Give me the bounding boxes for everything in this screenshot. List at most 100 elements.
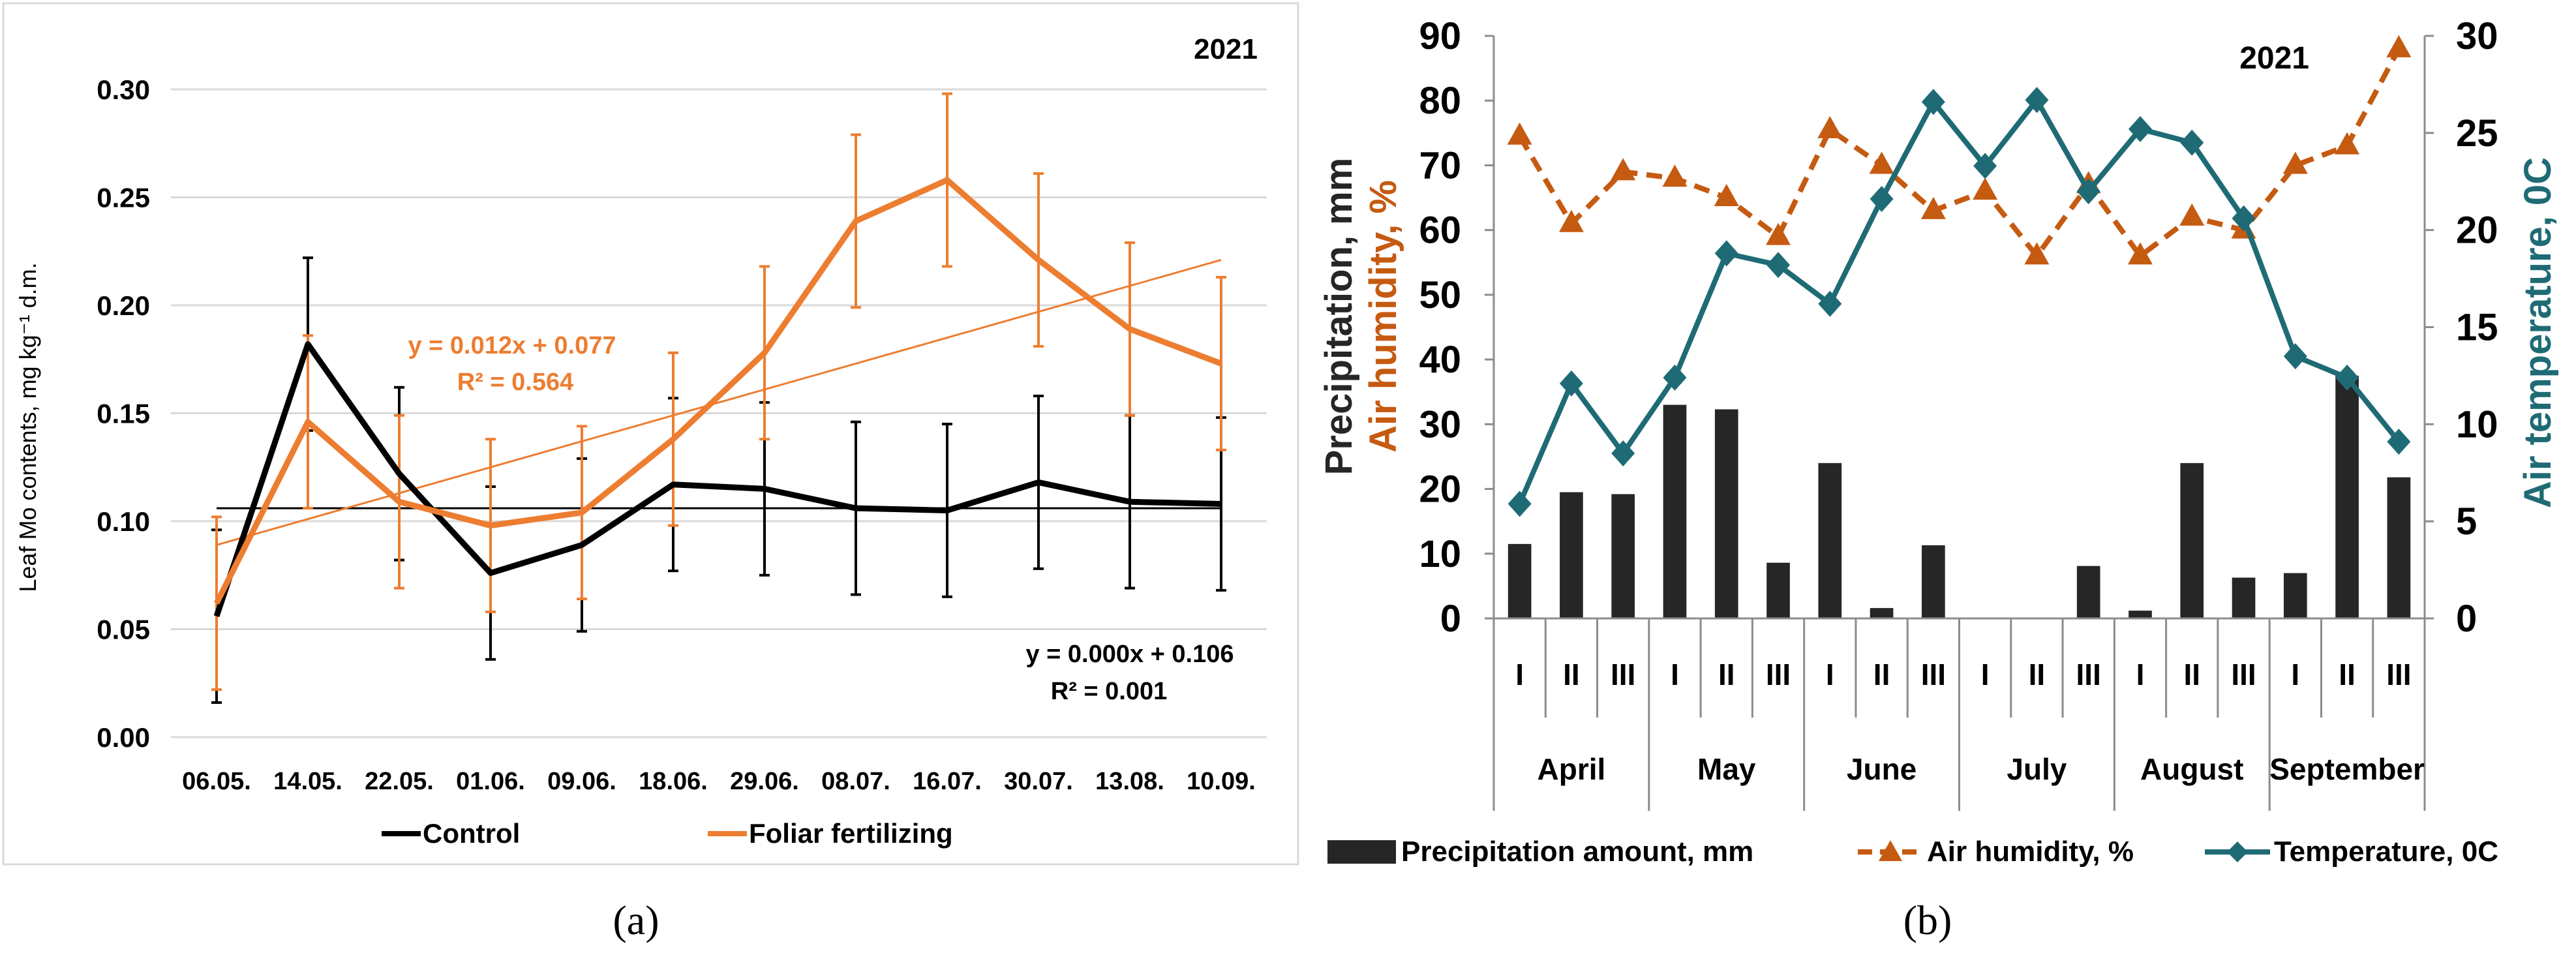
decade-label: III	[1921, 658, 1946, 691]
precipitation-bar	[1870, 608, 1894, 618]
foliar-trend-r2: R² = 0.564	[457, 369, 574, 396]
panel-b-left-axis-labels: Precipitation, mm	[1318, 158, 1360, 476]
panel-b-right-tick-label: 15	[2456, 307, 2498, 349]
panel-a-year-label: 2021	[1194, 33, 1258, 65]
panel-b-year-label: 2021	[2239, 41, 2309, 76]
humidity-marker	[1973, 177, 1998, 200]
humidity-marker	[2127, 242, 2153, 265]
decade-label: III	[2231, 658, 2256, 691]
humidity-marker	[1714, 184, 1739, 207]
foliar-trend-equation: y = 0.012x + 0.077	[408, 332, 616, 359]
decade-label: I	[1671, 658, 1679, 691]
panel-b-right-tick-label: 25	[2456, 112, 2498, 155]
temperature-marker	[1559, 370, 1583, 397]
precipitation-bar	[1922, 545, 1945, 618]
legend-label-humidity: Air humidity, %	[1927, 836, 2134, 868]
precipitation-axis-label: Precipitation, mm	[1318, 158, 1360, 476]
panel-a-trendlines	[216, 259, 1222, 546]
decade-label: I	[1981, 658, 1990, 691]
precipitation-bar	[2283, 573, 2307, 618]
series-line-foliar-fertilizing	[213, 177, 1222, 605]
humidity-marker	[2179, 203, 2205, 226]
temperature-marker	[2335, 364, 2359, 391]
panel-b-axes	[1485, 35, 2434, 620]
decade-label: II	[1718, 658, 1735, 691]
panel-a-x-tick-label: 18.06.	[639, 768, 708, 795]
decade-label: I	[2136, 658, 2145, 691]
humidity-marker	[2335, 132, 2360, 155]
panel-a-y-tick-labels: 0.00 0.05 0.10 0.15 0.20 0.25 0.30	[97, 74, 150, 753]
panel-b-caption: (b)	[1903, 897, 1952, 943]
temperature-axis-label: Air temperature, 0C	[2517, 157, 2559, 508]
precipitation-bar	[1508, 543, 1532, 618]
month-label: April	[1538, 752, 1606, 786]
legend-label-temperature: Temperature, 0C	[2274, 836, 2498, 868]
panel-a-x-tick-label: 22.05.	[365, 768, 434, 795]
month-label: August	[2140, 752, 2243, 786]
panel-a-y-tick-label: 0.20	[97, 290, 150, 321]
temperature-marker	[2232, 205, 2256, 232]
temperature-marker	[1818, 290, 1842, 317]
temperature-marker	[1508, 491, 1532, 517]
panel-b-right-tick-label: 5	[2456, 500, 2477, 543]
precipitation-bars	[1508, 375, 2411, 618]
precipitation-bar	[2129, 611, 2152, 618]
month-label: June	[1847, 752, 1917, 786]
humidity-marker	[2386, 35, 2412, 57]
precipitation-bar	[1611, 494, 1635, 618]
month-label: September	[2269, 752, 2425, 786]
temperature-marker	[1663, 364, 1687, 391]
temperature-marker	[2076, 178, 2100, 205]
panel-a-y-tick-label: 0.15	[97, 399, 150, 429]
panel-a-x-tick-label: 13.08.	[1095, 768, 1164, 795]
panel-b-left-tick-label: 0	[1440, 598, 1461, 640]
panel-b-humidity-axis-label-wrap: Air humidity, %	[1362, 180, 1404, 453]
panel-a-x-tick-label: 14.05.	[273, 768, 342, 795]
precipitation-bar	[2335, 375, 2359, 618]
panel-a-border	[2, 2, 1299, 866]
decade-label: II	[1563, 658, 1580, 691]
panel-a-x-tick-label: 30.07.	[1004, 768, 1073, 795]
panel-b-left-tick-label: 70	[1419, 144, 1461, 187]
decade-label: III	[1766, 658, 1791, 691]
humidity-axis-label: Air humidity, %	[1362, 180, 1404, 453]
legend-label-control: Control	[423, 818, 520, 849]
precipitation-bar	[2076, 566, 2100, 618]
decade-label: I	[2291, 658, 2299, 691]
panel-b-legend: Precipitation amount, mm Air humidity, %…	[1327, 836, 2498, 868]
temperature-marker	[2283, 343, 2307, 370]
panel-a-legend: Control Foliar fertilizing	[382, 818, 953, 849]
temperature-marker	[1611, 440, 1635, 466]
humidity-marker	[1869, 151, 1894, 174]
panel-a-x-tick-label: 29.06.	[730, 768, 799, 795]
temperature-line	[1517, 97, 2401, 505]
temperature-marker	[1921, 89, 1945, 115]
control-trend-r2: R² = 0.001	[1051, 678, 1168, 705]
temperature-marker	[1870, 186, 1894, 213]
panel-a-y-tick-label: 0.05	[97, 614, 150, 645]
panel-a-y-tick-label: 0.25	[97, 183, 150, 213]
panel-a-x-tick-labels: 06.05. 14.05. 22.05. 01.06. 09.06. 18.06. 29.0…	[182, 768, 1256, 795]
precipitation-bar	[1663, 404, 1687, 618]
humidity-marker	[1662, 164, 1688, 187]
temperature-marker	[2025, 87, 2049, 114]
legend-swatch-precipitation	[1327, 840, 1396, 864]
decade-label: III	[1611, 658, 1635, 691]
humidity-line	[1517, 47, 2401, 260]
panel-b-left-tick-label: 30	[1419, 403, 1461, 446]
precipitation-bar	[2387, 477, 2411, 618]
decade-label: III	[2386, 658, 2411, 691]
precipitation-bar	[1818, 462, 1842, 618]
month-label: May	[1697, 752, 1756, 786]
panel-b-left-tick-label: 60	[1419, 209, 1461, 252]
legend-label-precipitation: Precipitation amount, mm	[1401, 836, 1753, 868]
legend-swatch-humidity-marker	[1879, 840, 1902, 861]
panel-b-right-tick-label: 20	[2456, 209, 2498, 252]
humidity-marker	[1920, 196, 1946, 219]
decade-label: I	[1826, 658, 1834, 691]
panel-a-x-tick-label: 08.07.	[821, 768, 890, 795]
panel-a-x-tick-label: 06.05.	[182, 768, 251, 795]
decade-label: I	[1515, 658, 1524, 691]
panel-b-left-tick-label: 50	[1419, 274, 1461, 316]
